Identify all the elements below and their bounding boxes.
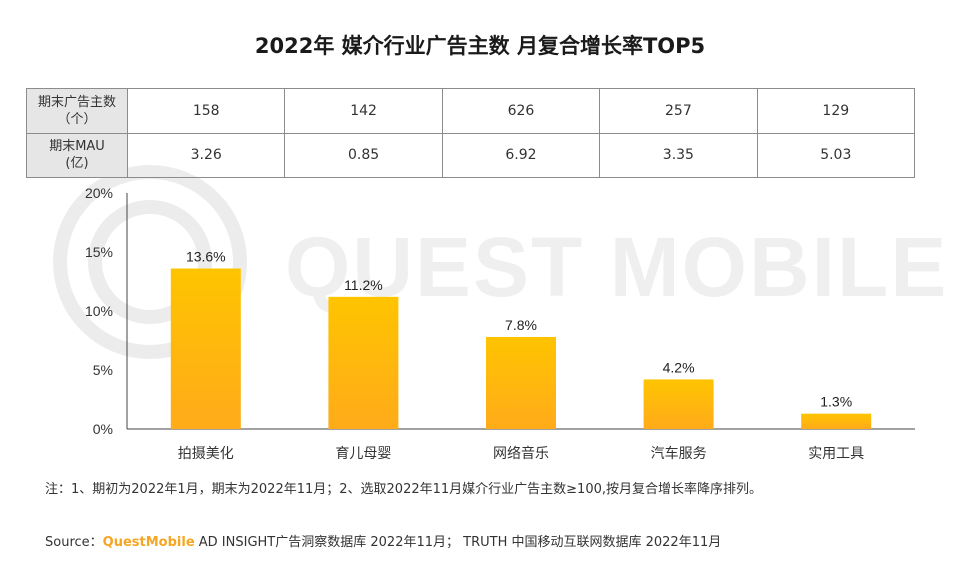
y-tick-label: 15% — [85, 244, 113, 260]
x-tick-label: 实用工具 — [808, 446, 864, 462]
bar — [170, 268, 241, 429]
x-tick-label: 育儿母婴 — [335, 446, 391, 462]
source-text: AD INSIGHT广告洞察数据库 2022年11月； TRUTH 中国移动互联… — [194, 535, 722, 550]
table-cell: 6.92 — [441, 132, 601, 178]
chart-title: 2022年 媒介行业广告主数 月复合增长率TOP5 — [254, 34, 706, 58]
table-row: 期末MAU (亿) 3.26 0.85 6.92 3.35 5.03 — [26, 132, 916, 178]
table-cell: 0.85 — [284, 132, 443, 178]
x-tick-label: 拍摄美化 — [178, 446, 234, 462]
row-header-line: 期末广告主数 — [37, 94, 116, 110]
bar — [328, 296, 399, 429]
data-label: 7.8% — [505, 317, 537, 333]
row-header-mau: 期末MAU (亿) — [26, 132, 128, 178]
y-tick-label: 10% — [85, 303, 113, 319]
table-cell: 5.03 — [756, 132, 916, 178]
source-line: Source：QuestMobile AD INSIGHT广告洞察数据库 202… — [45, 531, 721, 550]
data-label: 11.2% — [344, 277, 383, 293]
data-label: 13.6% — [186, 249, 226, 265]
source-brand: QuestMobile — [102, 535, 195, 550]
x-tick-label: 网络音乐 — [493, 445, 549, 462]
table-cell: 3.26 — [126, 132, 286, 178]
bar — [486, 336, 556, 429]
y-tick-label: 0% — [93, 421, 113, 437]
y-tick-label: 20% — [85, 185, 113, 201]
source-prefix: Source： — [45, 535, 103, 550]
summary-table: 期末广告主数 （个） 158 142 626 257 129 期末MAU (亿)… — [26, 88, 916, 178]
bar — [643, 379, 714, 429]
table-cell: 129 — [756, 88, 916, 134]
row-header-line: 期末MAU — [49, 139, 105, 155]
row-header-line: (亿) — [65, 156, 89, 172]
table-cell: 3.35 — [599, 132, 758, 178]
bar — [801, 413, 872, 429]
data-label: 1.3% — [820, 394, 852, 410]
row-header-line: （个） — [57, 111, 97, 127]
footnote: 注：1、期初为2022年1月，期末为2022年11月；2、选取2022年11月媒… — [45, 482, 762, 497]
x-tick-label: 汽车服务 — [651, 445, 707, 462]
y-tick-label: 5% — [93, 362, 113, 378]
data-label: 4.2% — [663, 359, 695, 375]
